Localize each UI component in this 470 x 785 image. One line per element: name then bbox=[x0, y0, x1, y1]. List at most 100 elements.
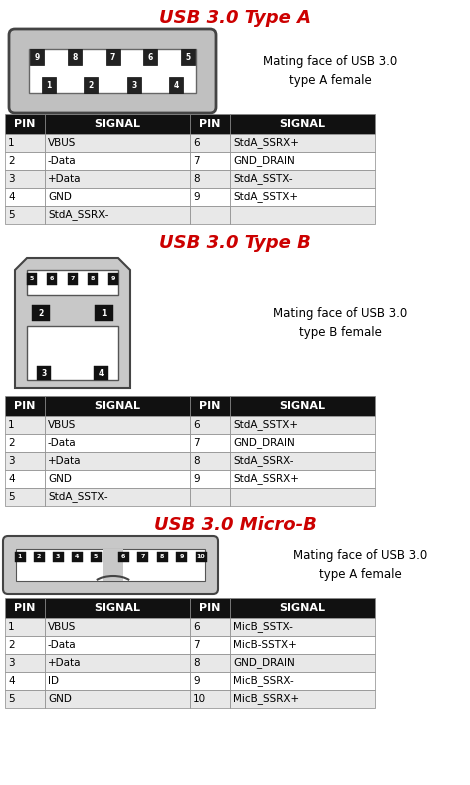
Text: GND_DRAIN: GND_DRAIN bbox=[233, 658, 295, 669]
Text: 8: 8 bbox=[193, 658, 200, 668]
Text: USB 3.0 Type A: USB 3.0 Type A bbox=[159, 9, 311, 27]
Bar bbox=[5, 598, 45, 618]
Bar bbox=[230, 188, 375, 206]
Text: ID: ID bbox=[48, 676, 59, 686]
Text: StdA_SSTX+: StdA_SSTX+ bbox=[233, 192, 298, 203]
Bar bbox=[5, 654, 45, 672]
Text: SIGNAL: SIGNAL bbox=[280, 119, 326, 129]
Bar bbox=[45, 114, 190, 134]
Bar bbox=[190, 170, 230, 188]
Text: MicB_SSRX+: MicB_SSRX+ bbox=[233, 693, 299, 704]
Polygon shape bbox=[15, 258, 130, 388]
Text: +Data: +Data bbox=[48, 456, 81, 466]
Bar bbox=[45, 618, 190, 636]
Bar bbox=[33, 552, 45, 562]
Text: 4: 4 bbox=[98, 368, 103, 378]
Text: 5: 5 bbox=[8, 492, 15, 502]
Bar bbox=[94, 366, 108, 380]
Text: 7: 7 bbox=[193, 438, 200, 448]
Bar bbox=[190, 636, 230, 654]
Text: PIN: PIN bbox=[199, 603, 221, 613]
Text: +Data: +Data bbox=[48, 658, 81, 668]
Bar bbox=[103, 549, 123, 581]
Text: GND: GND bbox=[48, 694, 72, 704]
Bar bbox=[53, 552, 63, 562]
Bar bbox=[95, 305, 113, 321]
Bar bbox=[45, 134, 190, 152]
Bar bbox=[105, 49, 119, 65]
Bar bbox=[190, 618, 230, 636]
Bar bbox=[137, 552, 148, 562]
Text: StdA_SSRX-: StdA_SSRX- bbox=[48, 210, 109, 221]
Bar bbox=[5, 452, 45, 470]
Bar bbox=[230, 416, 375, 434]
Text: 8: 8 bbox=[193, 174, 200, 184]
Text: StdA_SSRX+: StdA_SSRX+ bbox=[233, 137, 299, 148]
Bar bbox=[190, 134, 230, 152]
Text: 9: 9 bbox=[193, 192, 200, 202]
Bar bbox=[190, 152, 230, 170]
Text: 1: 1 bbox=[47, 81, 52, 89]
Bar bbox=[5, 488, 45, 506]
Text: MicB_SSTX-: MicB_SSTX- bbox=[233, 622, 293, 633]
Text: PIN: PIN bbox=[14, 603, 36, 613]
Text: VBUS: VBUS bbox=[48, 622, 76, 632]
Text: 8: 8 bbox=[193, 456, 200, 466]
Bar bbox=[5, 152, 45, 170]
Text: 7: 7 bbox=[141, 554, 145, 560]
Bar bbox=[88, 273, 98, 285]
Bar bbox=[143, 49, 157, 65]
Text: 9: 9 bbox=[111, 276, 115, 282]
Bar bbox=[190, 206, 230, 224]
Text: 6: 6 bbox=[148, 53, 153, 61]
Text: GND_DRAIN: GND_DRAIN bbox=[233, 155, 295, 166]
Text: 1: 1 bbox=[8, 622, 15, 632]
Bar bbox=[190, 470, 230, 488]
Bar bbox=[176, 552, 187, 562]
Bar bbox=[45, 152, 190, 170]
Bar bbox=[190, 396, 230, 416]
Text: 4: 4 bbox=[8, 474, 15, 484]
Bar bbox=[45, 170, 190, 188]
Text: SIGNAL: SIGNAL bbox=[280, 401, 326, 411]
Bar bbox=[196, 552, 206, 562]
Bar bbox=[27, 270, 118, 295]
Text: PIN: PIN bbox=[199, 401, 221, 411]
Text: StdA_SSRX-: StdA_SSRX- bbox=[233, 455, 293, 466]
Bar bbox=[45, 452, 190, 470]
Text: Mating face of USB 3.0
type A female: Mating face of USB 3.0 type A female bbox=[293, 549, 427, 581]
Text: 1: 1 bbox=[8, 420, 15, 430]
Bar bbox=[45, 396, 190, 416]
Bar bbox=[230, 488, 375, 506]
Text: -Data: -Data bbox=[48, 640, 77, 650]
Text: 9: 9 bbox=[193, 676, 200, 686]
Bar bbox=[230, 470, 375, 488]
Text: GND_DRAIN: GND_DRAIN bbox=[233, 437, 295, 448]
FancyBboxPatch shape bbox=[9, 29, 216, 113]
Text: 5: 5 bbox=[30, 276, 34, 282]
Text: SIGNAL: SIGNAL bbox=[94, 603, 141, 613]
Bar bbox=[30, 49, 44, 65]
Text: StdA_SSTX-: StdA_SSTX- bbox=[233, 173, 293, 184]
Bar bbox=[29, 49, 196, 93]
Text: MicB-SSTX+: MicB-SSTX+ bbox=[233, 640, 297, 650]
Bar bbox=[37, 366, 51, 380]
Bar bbox=[45, 690, 190, 708]
Bar bbox=[45, 188, 190, 206]
Bar bbox=[181, 49, 195, 65]
Text: 3: 3 bbox=[8, 658, 15, 668]
Text: 7: 7 bbox=[193, 640, 200, 650]
Bar bbox=[5, 206, 45, 224]
Bar bbox=[5, 396, 45, 416]
Text: USB 3.0 Micro-B: USB 3.0 Micro-B bbox=[154, 516, 316, 534]
Bar bbox=[190, 654, 230, 672]
Bar bbox=[230, 636, 375, 654]
Text: 3: 3 bbox=[8, 174, 15, 184]
Bar bbox=[230, 452, 375, 470]
Bar bbox=[27, 273, 37, 285]
Text: 9: 9 bbox=[34, 53, 39, 61]
Text: 1: 1 bbox=[102, 309, 107, 317]
Text: 5: 5 bbox=[94, 554, 98, 560]
Bar bbox=[230, 434, 375, 452]
Bar bbox=[45, 470, 190, 488]
